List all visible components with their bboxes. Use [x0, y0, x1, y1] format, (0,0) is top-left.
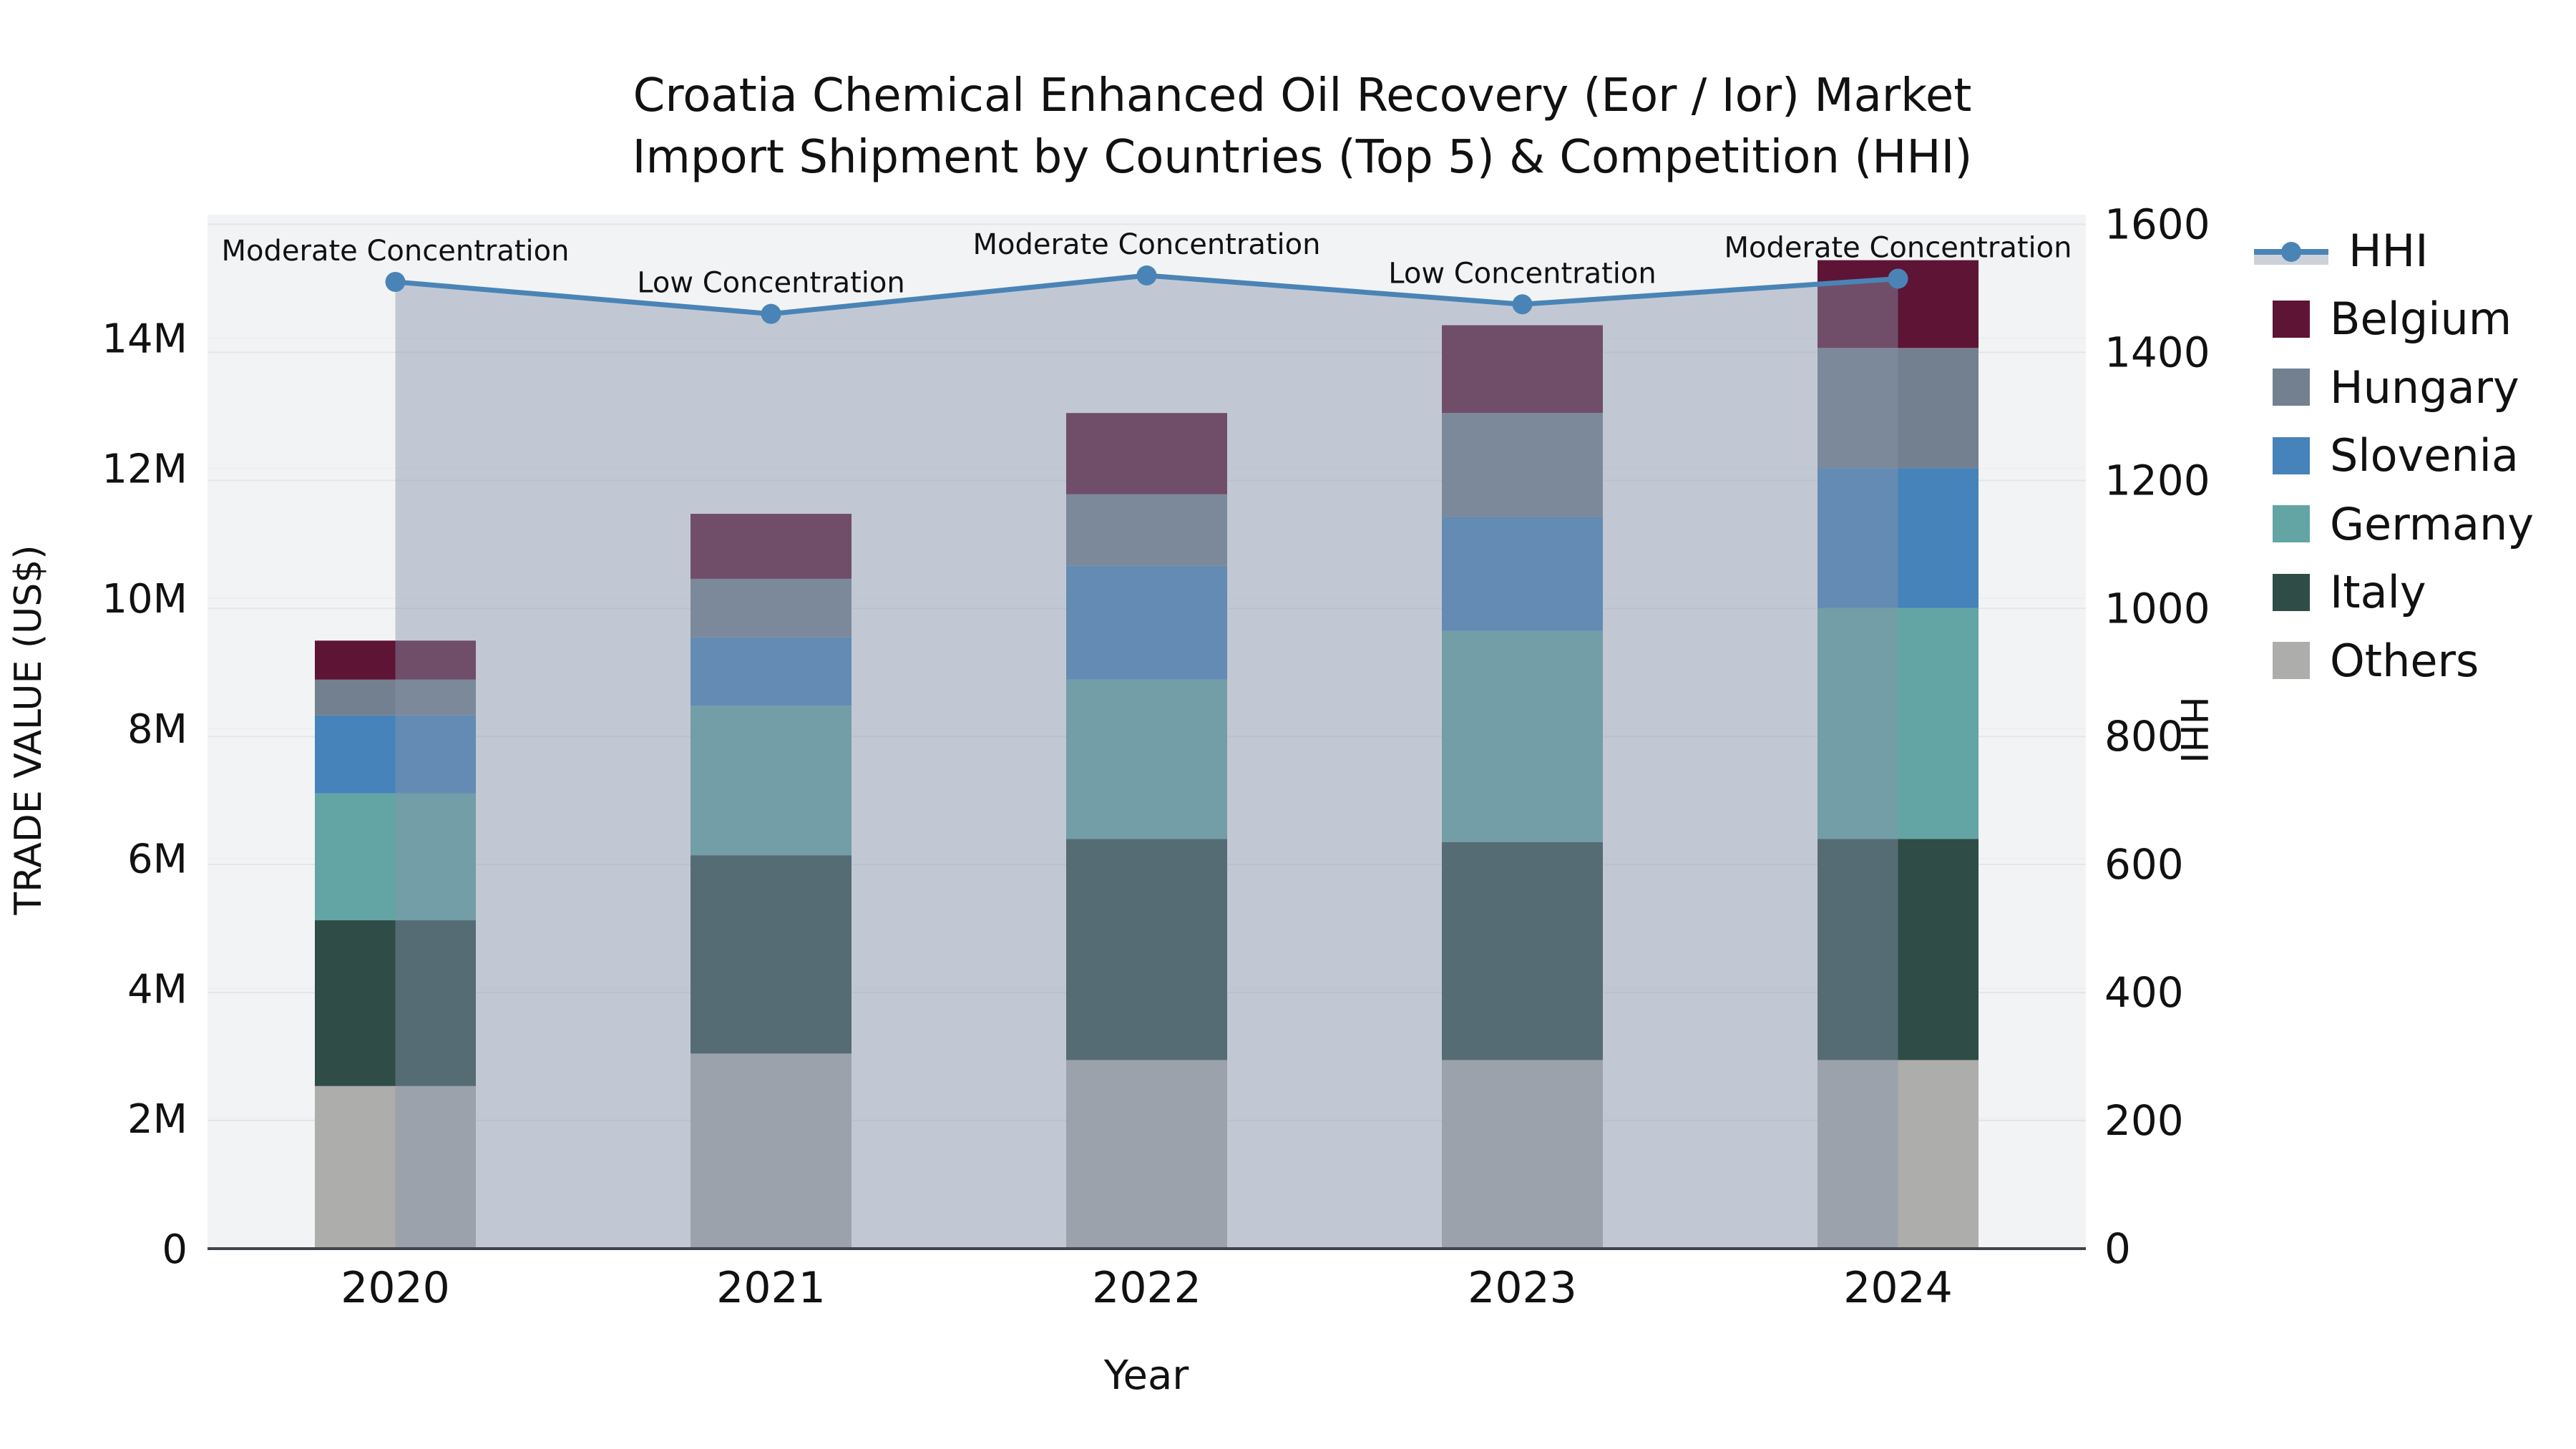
- bar-segment-italy-2020: [315, 920, 476, 1086]
- y-left-tick-6M: 6M: [127, 836, 187, 883]
- y-right-tick-800: 800: [2104, 712, 2184, 761]
- slovenia-swatch-icon: [2273, 436, 2310, 474]
- y-axis-title-right: HHI: [2172, 696, 2215, 763]
- y-left-tick-4M: 4M: [127, 966, 187, 1013]
- germany-swatch-icon: [2273, 505, 2310, 542]
- bar-segment-hungary-2022: [1066, 494, 1227, 566]
- x-tick-2020: 2020: [341, 1263, 450, 1313]
- legend-label-belgium: Belgium: [2330, 293, 2512, 345]
- bar-segment-germany-2020: [315, 793, 476, 921]
- bar-segment-germany-2021: [691, 706, 852, 856]
- chart-title: Croatia Chemical Enhanced Oil Recovery (…: [633, 66, 1973, 189]
- y-left-tick-8M: 8M: [127, 706, 187, 753]
- bar-segment-belgium-2023: [1442, 325, 1603, 414]
- bar-segment-italy-2023: [1442, 841, 1603, 1060]
- bar-segment-hungary-2021: [691, 578, 852, 638]
- hhi-marker-2024: [1888, 268, 1908, 289]
- bar-segment-others-2021: [691, 1053, 852, 1249]
- x-tick-2024: 2024: [1843, 1263, 1953, 1313]
- y-left-tick-12M: 12M: [102, 446, 187, 492]
- bar-segment-slovenia-2021: [691, 637, 852, 706]
- bar-segment-others-2020: [315, 1085, 476, 1249]
- bar-segment-germany-2023: [1442, 630, 1603, 842]
- hhi-marker-2021: [761, 303, 781, 324]
- bar-segment-slovenia-2020: [315, 715, 476, 794]
- x-tick-2021: 2021: [716, 1263, 826, 1313]
- bar-segment-hungary-2020: [315, 679, 476, 716]
- others-swatch-icon: [2273, 642, 2310, 679]
- legend-label-slovenia: Slovenia: [2330, 429, 2519, 482]
- legend-item-hungary[interactable]: Hungary: [2254, 361, 2519, 414]
- legend-item-germany[interactable]: Germany: [2254, 498, 2534, 550]
- legend-label-hungary: Hungary: [2330, 361, 2519, 414]
- legend-item-italy[interactable]: Italy: [2254, 566, 2426, 618]
- bar-segment-belgium-2021: [691, 514, 852, 579]
- legend-label-italy: Italy: [2330, 566, 2426, 618]
- annotation-2023: Low Concentration: [1388, 257, 1656, 290]
- y-right-tick-0: 0: [2104, 1224, 2131, 1273]
- y-left-tick-10M: 10M: [102, 576, 187, 623]
- hhi-marker-2023: [1512, 294, 1533, 315]
- chart-title-line2: Import Shipment by Countries (Top 5) & C…: [632, 130, 1973, 184]
- x-tick-2023: 2023: [1468, 1263, 1577, 1313]
- bar-segment-slovenia-2024: [1818, 468, 1979, 608]
- hhi-marker-2022: [1136, 265, 1157, 286]
- legend-item-slovenia[interactable]: Slovenia: [2254, 429, 2519, 482]
- y-right-tick-400: 400: [2104, 968, 2184, 1017]
- y-right-tick-1400: 1400: [2104, 328, 2210, 376]
- bar-segment-italy-2022: [1066, 839, 1227, 1060]
- bar-segment-slovenia-2022: [1066, 565, 1227, 680]
- y-left-tick-14M: 14M: [102, 316, 187, 363]
- y-left-tick-2M: 2M: [127, 1096, 187, 1143]
- bar-segment-slovenia-2023: [1442, 517, 1603, 631]
- legend-item-others[interactable]: Others: [2254, 635, 2479, 687]
- legend-item-hhi[interactable]: HHI: [2254, 225, 2429, 277]
- y-left-tick-0: 0: [162, 1226, 187, 1273]
- legend-label-others: Others: [2330, 634, 2479, 687]
- belgium-swatch-icon: [2273, 300, 2310, 338]
- bar-segment-others-2024: [1818, 1060, 1979, 1249]
- annotation-2022: Moderate Concentration: [973, 228, 1321, 261]
- y-right-tick-1600: 1600: [2104, 200, 2210, 248]
- hhi-line-swatch-icon: [2254, 232, 2328, 269]
- hungary-swatch-icon: [2273, 369, 2310, 406]
- legend-item-belgium[interactable]: Belgium: [2254, 293, 2512, 345]
- bar-segment-germany-2022: [1066, 679, 1227, 839]
- annotation-2020: Moderate Concentration: [222, 235, 570, 268]
- chart-title-line1: Croatia Chemical Enhanced Oil Recovery (…: [633, 69, 1972, 122]
- legend-label-hhi: HHI: [2348, 224, 2429, 277]
- legend-label-germany: Germany: [2330, 497, 2534, 550]
- bar-segment-hungary-2023: [1442, 413, 1603, 517]
- hhi-marker-2020: [385, 271, 406, 292]
- bar-segment-belgium-2020: [315, 640, 476, 680]
- y-right-tick-1000: 1000: [2104, 584, 2210, 633]
- annotation-2024: Moderate Concentration: [1724, 231, 2072, 264]
- bar-segment-italy-2021: [691, 855, 852, 1054]
- hhi-area-fill: [395, 275, 1898, 1249]
- bar-segment-others-2023: [1442, 1060, 1603, 1249]
- y-right-tick-1200: 1200: [2104, 456, 2210, 504]
- y-right-tick-600: 600: [2104, 840, 2184, 889]
- italy-swatch-icon: [2273, 573, 2310, 611]
- x-tick-2022: 2022: [1092, 1263, 1201, 1313]
- bar-segment-belgium-2022: [1066, 413, 1227, 494]
- bar-segment-others-2022: [1066, 1060, 1227, 1249]
- y-axis-title-left: TRADE VALUE (US$): [7, 545, 50, 915]
- bar-segment-hungary-2024: [1818, 348, 1979, 469]
- annotation-2021: Low Concentration: [637, 267, 904, 300]
- x-axis-title: Year: [1103, 1352, 1189, 1399]
- bar-segment-germany-2024: [1818, 608, 1979, 839]
- bar-segment-italy-2024: [1818, 839, 1979, 1060]
- y-right-tick-200: 200: [2104, 1096, 2184, 1145]
